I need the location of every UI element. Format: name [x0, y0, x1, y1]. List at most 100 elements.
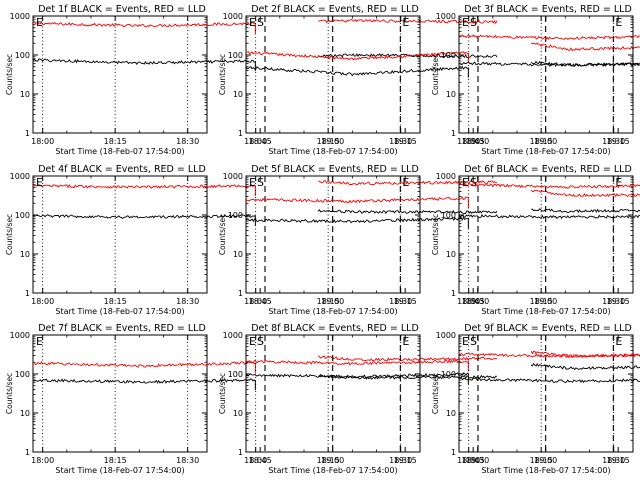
- x-tick-label: 18:45: [462, 456, 485, 465]
- y-tick-label: 100: [15, 211, 30, 220]
- y-tick-label: 1: [25, 129, 30, 138]
- events-trace-segment: [245, 372, 469, 379]
- y-tick-label: 1: [451, 289, 456, 298]
- chart-panel-8: Det 8f BLACK = Events, RED = LLD 1 10 100 10…: [218, 323, 640, 475]
- lld-trace-segment: [458, 182, 640, 189]
- lld-trace-segment: [32, 21, 256, 28]
- y-tick-label: 1: [238, 448, 243, 457]
- lld-trace-segment: [32, 361, 256, 368]
- x-tick-label: 18:00: [31, 137, 54, 146]
- marker-label: S: [470, 176, 477, 189]
- y-axis-label: Counts/sec: [5, 54, 14, 95]
- y-tick-label: 100: [15, 51, 30, 60]
- x-tick-label: 19:15: [394, 456, 417, 465]
- marker-label: S: [470, 335, 477, 348]
- chart-panel-9: Det 9f BLACK = Events, RED = LLD 1 10 100 10…: [431, 323, 640, 475]
- lld-trace-segment: [458, 34, 640, 41]
- x-axis-label: Start Time (18-Feb-07 17:54:00): [55, 147, 184, 156]
- y-tick-label: 1000: [436, 331, 456, 340]
- plot-frame: [245, 175, 421, 294]
- x-tick-label: 19:30: [466, 297, 489, 306]
- marker-label: E: [249, 176, 256, 189]
- x-axis-label: Start Time (18-Feb-07 17:54:00): [481, 147, 610, 156]
- plot-frame: [245, 334, 421, 453]
- chart-title: Det 8f BLACK = Events, RED = LLD: [251, 323, 419, 334]
- lld-trace-segment: [245, 196, 469, 204]
- y-tick-label: 10: [20, 90, 30, 99]
- events-trace-segment: [318, 373, 498, 380]
- events-trace-segment: [317, 208, 498, 215]
- marker-label: E: [462, 335, 469, 348]
- lld-trace-segment: [530, 42, 640, 52]
- x-tick-label: 18:15: [317, 297, 340, 306]
- y-tick-label: 10: [20, 409, 30, 418]
- x-tick-label: 19:15: [607, 456, 630, 465]
- y-tick-label: 1000: [436, 172, 456, 181]
- y-tick-label: 1: [238, 289, 243, 298]
- y-tick-label: 1: [25, 448, 30, 457]
- plot-frame: [458, 15, 634, 134]
- marker-label: E: [36, 335, 43, 348]
- chart-panel-5: Det 5f BLACK = Events, RED = LLD 1 10 100 10…: [218, 164, 640, 316]
- x-tick-label: 19:15: [394, 137, 417, 146]
- chart-title: Det 9f BLACK = Events, RED = LLD: [464, 323, 632, 334]
- y-axis-label: Counts/sec: [431, 54, 440, 95]
- x-tick-label: 18:00: [457, 456, 480, 465]
- y-axis-label: Counts/sec: [218, 373, 227, 414]
- chart-title: Det 3f BLACK = Events, RED = LLD: [464, 4, 632, 15]
- y-tick-label: 100: [441, 211, 456, 220]
- marker-label: E: [36, 16, 43, 29]
- y-tick-label: 1000: [223, 331, 243, 340]
- y-axis-label: Counts/sec: [5, 373, 14, 414]
- marker-label: E: [36, 176, 43, 189]
- x-tick-label: 18:15: [104, 137, 127, 146]
- x-tick-label: 19:30: [466, 456, 489, 465]
- x-tick-label: 18:30: [602, 456, 625, 465]
- x-axis-label: Start Time (18-Feb-07 17:54:00): [55, 307, 184, 316]
- x-tick-label: 18:00: [244, 456, 267, 465]
- lld-trace-segment: [245, 51, 469, 61]
- y-axis-label: Counts/sec: [218, 214, 227, 255]
- x-tick-label: 18:30: [389, 137, 412, 146]
- lld-trace-segment: [318, 180, 498, 186]
- x-tick-label: 18:30: [176, 137, 199, 146]
- y-axis-label: Counts/sec: [431, 373, 440, 414]
- chart-panel-7: Det 7f BLACK = Events, RED = LLD 1 10 100 10…: [5, 323, 498, 475]
- x-tick-label: 18:30: [389, 456, 412, 465]
- y-tick-label: 100: [228, 370, 243, 379]
- marker-label: E: [402, 16, 409, 29]
- y-tick-label: 100: [441, 51, 456, 60]
- x-tick-label: 18:30: [602, 137, 625, 146]
- x-tick-label: 18:00: [457, 137, 480, 146]
- x-tick-label: 19:15: [607, 297, 630, 306]
- events-trace-segment: [32, 378, 256, 384]
- chart-title: Det 1f BLACK = Events, RED = LLD: [38, 4, 206, 15]
- y-tick-label: 10: [233, 250, 243, 259]
- events-trace-segment: [245, 216, 469, 224]
- x-tick-label: 18:45: [249, 137, 272, 146]
- y-tick-label: 10: [20, 250, 30, 259]
- x-tick-label: 18:15: [104, 456, 127, 465]
- x-tick-label: 18:45: [249, 297, 272, 306]
- y-tick-label: 1: [451, 129, 456, 138]
- x-tick-label: 18:30: [602, 297, 625, 306]
- x-tick-label: 18:15: [530, 137, 553, 146]
- x-tick-label: 19:15: [607, 137, 630, 146]
- x-axis-label: Start Time (18-Feb-07 17:54:00): [268, 307, 397, 316]
- marker-label: E: [615, 176, 622, 189]
- y-tick-label: 1000: [10, 172, 30, 181]
- chart-title: Det 7f BLACK = Events, RED = LLD: [38, 323, 206, 334]
- y-tick-label: 1: [238, 129, 243, 138]
- x-axis-label: Start Time (18-Feb-07 17:54:00): [268, 147, 397, 156]
- x-tick-label: 18:00: [457, 297, 480, 306]
- chart-panel-2: Det 2f BLACK = Events, RED = LLD 1 10 100 10…: [218, 4, 640, 156]
- x-tick-label: 18:15: [530, 456, 553, 465]
- lld-trace-segment: [32, 184, 256, 189]
- x-tick-label: 18:15: [530, 297, 553, 306]
- x-tick-label: 19:15: [394, 297, 417, 306]
- events-trace-segment: [318, 53, 498, 59]
- y-tick-label: 1: [451, 448, 456, 457]
- lld-trace-segment: [245, 359, 469, 366]
- events-trace-segment: [530, 362, 640, 371]
